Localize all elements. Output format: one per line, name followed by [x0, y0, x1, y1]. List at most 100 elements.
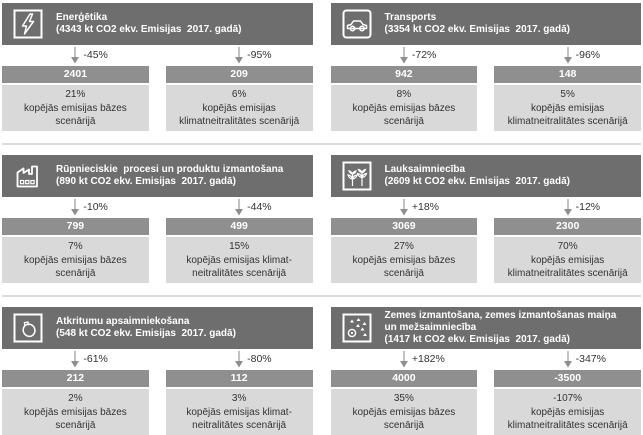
- change-percent: -10%: [83, 201, 108, 213]
- sector-panel-land-use: Zemes izmantošana, zemes izmantošanas ma…: [330, 307, 641, 435]
- scenario-desc: 7% kopējās emisijas bāzes scenārijā: [2, 237, 149, 283]
- down-arrow-icon: [70, 350, 81, 369]
- change-percent: -61%: [83, 353, 108, 365]
- lightning-icon: [13, 9, 43, 39]
- climate-scenario-column: -44% 499 15% kopējās emisijas klimat-nei…: [165, 197, 313, 283]
- scenario-label: kopējās emisijas klimat-neitralitātes sc…: [186, 255, 292, 279]
- value-bar: 148: [494, 66, 641, 83]
- scenario-desc: 2% kopējās emisijas bāzes scenārijā: [2, 389, 149, 435]
- waste-bag-icon: [13, 313, 43, 343]
- share-percent: -107%: [553, 393, 583, 404]
- row-1: Enerģētika (4343 kt CO2 ekv. Emisijas 20…: [2, 3, 641, 131]
- value-bar: 3069: [330, 218, 478, 235]
- share-percent: 5%: [560, 89, 575, 100]
- share-percent: 8%: [396, 89, 412, 100]
- wheat-icon: [342, 161, 372, 191]
- change-percent: -96%: [575, 49, 601, 61]
- row-separator: [2, 143, 641, 145]
- scenario-desc: 8% kopējās emisijas bāzes scenārijā: [330, 85, 478, 131]
- scenario-label: kopējās emisijas klimat-neitralitātes sc…: [186, 407, 292, 431]
- scenario-label: kopējās emisijas klimatneitralitātes sce…: [179, 103, 300, 127]
- change-percent: -72%: [411, 49, 437, 61]
- sector-header-waste: Atkritumu apsaimniekošana (548 kt CO2 ek…: [2, 307, 313, 349]
- scenario-desc: 3% kopējās emisijas klimat-neitralitātes…: [165, 389, 313, 435]
- row-separator: [2, 295, 641, 297]
- value-bar: -3500: [494, 370, 641, 387]
- sector-header-transport: Transports (3354 kt CO2 ekv. Emisijas 20…: [330, 3, 641, 45]
- change-percent: -80%: [247, 353, 272, 365]
- sector-panel-agriculture: Lauksaimniecība (2609 kt CO2 ekv. Emisij…: [330, 155, 641, 283]
- climate-scenario-column: -80% 112 3% kopējās emisijas klimat-neit…: [165, 349, 313, 435]
- down-arrow-icon: [234, 198, 244, 217]
- share-percent: 7%: [68, 241, 83, 252]
- scenario-label: kopējās emisijas bāzes scenārijā: [352, 407, 456, 431]
- base-scenario-column: -72% 942 8% kopējās emisijas bāzes scenā…: [330, 45, 478, 131]
- scenario-label: kopējās emisijas bāzes scenārijā: [23, 255, 127, 279]
- scenario-label: kopējās emisijas bāzes scenārijā: [23, 407, 127, 431]
- scenario-label: kopējās emisijas bāzes scenārijā: [352, 255, 456, 279]
- sector-subtitle: (4343 kt CO2 ekv. Emisijas 2017. gadā): [56, 24, 242, 35]
- sector-header-land-use: Zemes izmantošana, zemes izmantošanas ma…: [330, 307, 641, 349]
- down-arrow-icon: [70, 46, 81, 65]
- scenario-desc: 35% kopējās emisijas bāzes scenārijā: [330, 389, 478, 435]
- sector-subtitle: (3354 kt CO2 ekv. Emisijas 2017. gadā): [384, 24, 570, 35]
- scenario-label: kopējās emisijas klimatneitralitātes sce…: [507, 103, 628, 127]
- sector-title: Atkritumu apsaimniekošana: [56, 316, 190, 327]
- change-percent: -95%: [247, 49, 272, 61]
- row-2: Rūpnieciskie procesi un produktu izmanto…: [2, 155, 641, 283]
- change-percent: -44%: [247, 201, 272, 213]
- base-scenario-column: +18% 3069 27% kopējās emisijas bāzes sce…: [330, 197, 478, 283]
- share-percent: 35%: [393, 393, 414, 404]
- change-percent: +18%: [411, 201, 440, 213]
- sector-panel-energy: Enerģētika (4343 kt CO2 ekv. Emisijas 20…: [2, 3, 313, 131]
- share-percent: 70%: [557, 241, 578, 252]
- value-bar: 112: [165, 370, 313, 387]
- change-percent: -45%: [83, 49, 108, 61]
- sector-header-energy: Enerģētika (4343 kt CO2 ekv. Emisijas 20…: [2, 3, 313, 45]
- down-arrow-icon: [562, 350, 573, 369]
- sector-title: Enerģētika: [56, 12, 108, 23]
- down-arrow-icon: [562, 198, 573, 217]
- climate-scenario-column: -347% -3500 -107% kopējās emisijas klima…: [494, 349, 641, 435]
- scenario-desc: 6% kopējās emisijas klimatneitralitātes …: [165, 85, 313, 131]
- scenario-desc: 27% kopējās emisijas bāzes scenārijā: [330, 237, 478, 283]
- climate-scenario-column: -96% 148 5% kopējās emisijas klimatneitr…: [494, 45, 641, 131]
- scenario-desc: 21% kopējās emisijas bāzes scenārijā: [2, 85, 149, 131]
- share-percent: 21%: [65, 89, 86, 100]
- sector-subtitle: (1417 kt CO2 ekv. Emisijas 2017. gadā): [384, 334, 570, 345]
- scenario-label: kopējās emisijas klimatneitralitātes sce…: [507, 407, 628, 431]
- climate-scenario-column: -95% 209 6% kopējās emisijas klimatneitr…: [165, 45, 313, 131]
- sector-title: Rūpnieciskie procesi un produktu izmanto…: [56, 164, 284, 175]
- sector-subtitle: (890 kt CO2 ekv. Emisijas 2017. gadā): [56, 176, 236, 187]
- base-scenario-column: -45% 2401 21% kopējās emisijas bāzes sce…: [2, 45, 149, 131]
- scenario-label: kopējās emisijas bāzes scenārijā: [352, 103, 456, 127]
- sector-header-agriculture: Lauksaimniecība (2609 kt CO2 ekv. Emisij…: [330, 155, 641, 197]
- scenario-desc: -107% kopējās emisijas klimatneitralitāt…: [494, 389, 641, 435]
- sector-subtitle: (2609 kt CO2 ekv. Emisijas 2017. gadā): [384, 176, 570, 187]
- share-percent: 3%: [231, 393, 247, 404]
- scenario-desc: 70% kopējās emisijas klimatneitralitātes…: [494, 237, 641, 283]
- land-use-icon: [342, 313, 372, 343]
- sector-panel-industry: Rūpnieciskie procesi un produktu izmanto…: [2, 155, 313, 283]
- down-arrow-icon: [562, 46, 573, 65]
- value-bar: 4000: [330, 370, 478, 387]
- share-percent: 6%: [231, 89, 247, 100]
- share-percent: 27%: [393, 241, 414, 252]
- value-bar: 942: [330, 66, 478, 83]
- value-bar: 212: [2, 370, 149, 387]
- change-percent: +182%: [411, 353, 445, 365]
- base-scenario-column: +182% 4000 35% kopējās emisijas bāzes sc…: [330, 349, 478, 435]
- car-icon: [342, 9, 372, 39]
- scenario-desc: 5% kopējās emisijas klimatneitralitātes …: [494, 85, 641, 131]
- sector-title: Lauksaimniecība: [384, 164, 466, 175]
- sector-subtitle: (548 kt CO2 ekv. Emisijas 2017. gadā): [56, 328, 236, 339]
- value-bar: 799: [2, 218, 149, 235]
- scenario-label: kopējās emisijas klimatneitralitātes sce…: [507, 255, 628, 279]
- base-scenario-column: -61% 212 2% kopējās emisijas bāzes scenā…: [2, 349, 149, 435]
- row-3: Atkritumu apsaimniekošana (548 kt CO2 ek…: [2, 307, 641, 435]
- down-arrow-icon: [399, 350, 409, 369]
- down-arrow-icon: [70, 198, 81, 217]
- value-bar: 2401: [2, 66, 149, 83]
- factory-icon: [13, 161, 43, 191]
